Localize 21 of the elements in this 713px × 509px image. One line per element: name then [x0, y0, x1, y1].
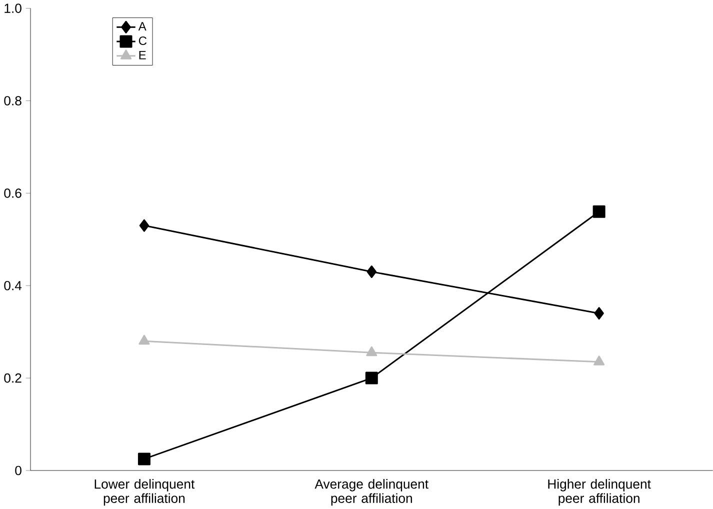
y-tick-label: 0.8: [4, 96, 22, 106]
point: [366, 346, 378, 356]
y-tick-label: 0.6: [4, 188, 22, 198]
point: [594, 356, 605, 366]
x-tick-label: Higher delinquent peer affiliation: [548, 478, 651, 506]
y-tick-label: 0: [15, 466, 22, 476]
point: [365, 372, 378, 384]
legend-label: A: [138, 22, 146, 30]
y-tick-label: 1.0: [4, 4, 22, 13]
x-tick-label: Lower delinquent peer affiliation: [94, 478, 195, 506]
y-tick-label: 0.4: [4, 280, 22, 290]
x-tick-label: Average delinquent peer affiliation: [314, 478, 428, 506]
point: [594, 306, 604, 320]
point: [592, 205, 606, 218]
point: [139, 219, 150, 232]
point: [138, 452, 150, 466]
point: [138, 334, 150, 344]
y-tick-label: 0.2: [4, 373, 22, 383]
legend-label: E: [139, 50, 146, 60]
point: [366, 265, 377, 278]
legend-label: C: [138, 36, 147, 45]
